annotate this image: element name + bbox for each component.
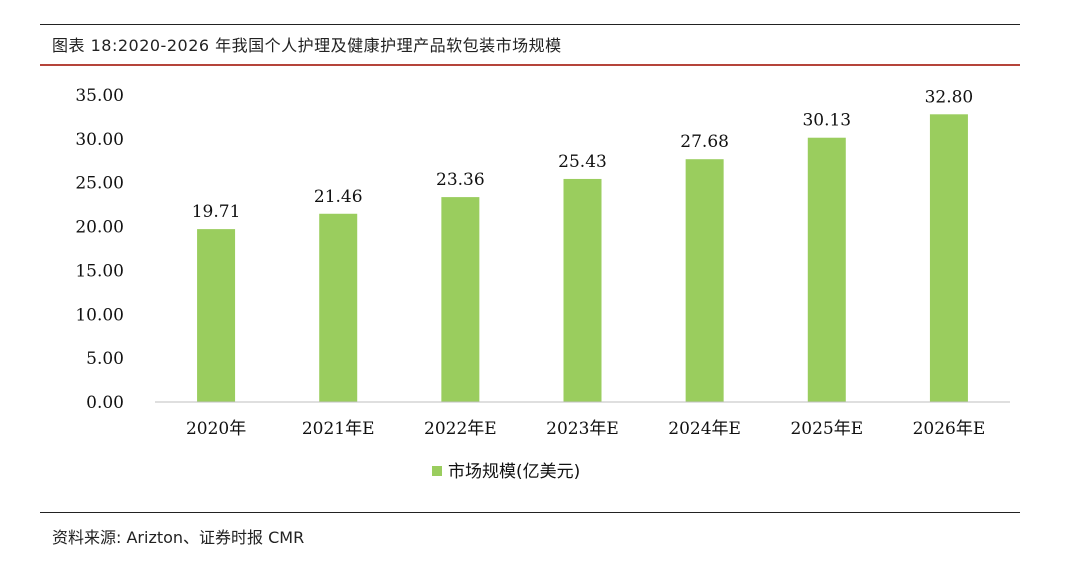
data-label: 21.46 xyxy=(314,187,363,207)
y-tick-label: 0.00 xyxy=(86,393,124,413)
y-tick-label: 25.00 xyxy=(75,174,124,194)
legend-swatch xyxy=(432,466,442,476)
x-axis-ticks: 2020年 2021年E 2022年E 2023年E 2024年E 2025年E 2026年… xyxy=(186,419,985,439)
data-label: 27.68 xyxy=(680,132,729,152)
x-tick-label: 2023年E xyxy=(546,419,619,439)
bars-group xyxy=(197,114,968,402)
x-tick-label: 2021年E xyxy=(302,419,375,439)
data-label: 19.71 xyxy=(192,202,241,222)
y-tick-label: 5.00 xyxy=(86,349,124,369)
data-label: 30.13 xyxy=(802,111,851,131)
y-tick-label: 15.00 xyxy=(75,261,124,281)
bar xyxy=(563,178,602,402)
x-tick-label: 2026年E xyxy=(913,419,986,439)
title-divider xyxy=(40,64,1020,66)
y-tick-label: 30.00 xyxy=(75,130,124,150)
bar xyxy=(319,213,358,402)
top-rule xyxy=(40,24,1020,25)
data-label: 23.36 xyxy=(436,170,485,190)
bottom-rule xyxy=(40,512,1020,513)
x-tick-label: 2020年 xyxy=(186,419,246,439)
x-tick-label: 2025年E xyxy=(790,419,863,439)
y-tick-label: 35.00 xyxy=(75,86,124,106)
legend-label: 市场规模(亿美元) xyxy=(448,462,580,482)
bar xyxy=(197,229,236,402)
data-label: 32.80 xyxy=(925,87,974,107)
data-label: 25.43 xyxy=(558,152,607,172)
x-tick-label: 2024年E xyxy=(668,419,741,439)
figure-title: 图表 18:2020-2026 年我国个人护理及健康护理产品软包装市场规模 xyxy=(52,36,562,55)
bar xyxy=(685,159,724,402)
x-tick-label: 2022年E xyxy=(424,419,497,439)
data-labels-group: 19.71 21.46 23.36 25.43 27.68 30.13 32.80 xyxy=(192,87,974,222)
bar xyxy=(929,114,968,402)
y-tick-label: 20.00 xyxy=(75,218,124,238)
y-tick-label: 10.00 xyxy=(75,305,124,325)
bar xyxy=(807,137,846,402)
bar xyxy=(441,197,480,402)
y-axis-ticks: 0.00 5.00 10.00 15.00 20.00 25.00 30.00 35.00 xyxy=(75,86,124,413)
source-note: 资料来源: Arizton、证券时报 CMR xyxy=(52,528,305,547)
legend: 市场规模(亿美元) xyxy=(432,462,580,482)
